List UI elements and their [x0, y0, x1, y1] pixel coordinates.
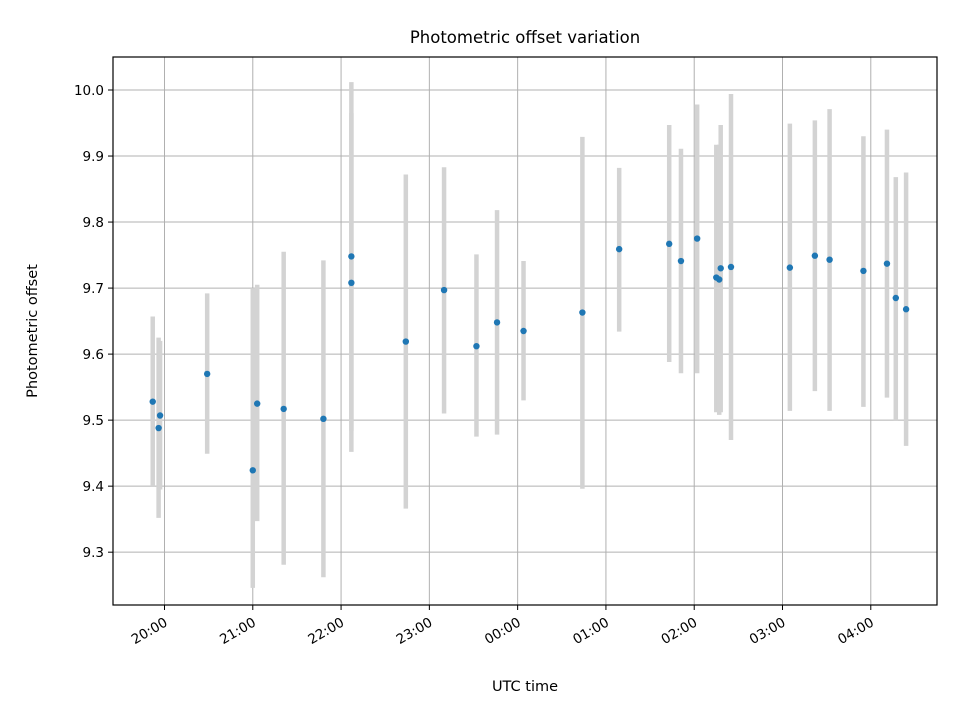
y-tick-label: 9.8 [83, 215, 104, 231]
data-point [320, 415, 327, 423]
data-point [860, 267, 867, 275]
data-point [727, 263, 735, 271]
data-point [280, 405, 287, 413]
data-point [786, 264, 794, 271]
data-point [440, 286, 448, 294]
data-point [615, 245, 623, 253]
data-point [249, 467, 256, 474]
data-point [149, 398, 156, 405]
data-point [493, 319, 501, 326]
data-point [520, 327, 527, 335]
chart-title: Photometric offset variation [410, 28, 640, 47]
y-tick-label: 9.6 [83, 347, 104, 363]
data-point [473, 342, 480, 350]
y-tick-label: 9.5 [83, 413, 104, 429]
data-point [203, 370, 211, 378]
data-point [254, 400, 261, 407]
data-point [892, 294, 899, 302]
data-point [717, 265, 724, 272]
data-points [149, 235, 910, 474]
data-point [348, 279, 355, 287]
data-point [826, 256, 833, 263]
y-axis-label: Photometric offset [25, 264, 41, 398]
y-tick-label: 9.3 [83, 545, 104, 561]
y-tick-label: 9.4 [83, 479, 104, 495]
data-point [156, 412, 164, 419]
data-point [883, 260, 891, 267]
data-point [693, 235, 701, 242]
data-point [348, 253, 355, 260]
data-point [579, 309, 586, 316]
y-tick-label: 10.0 [74, 83, 104, 99]
data-point [677, 257, 685, 265]
data-point [811, 252, 819, 259]
data-point [902, 306, 910, 313]
data-point [402, 338, 410, 345]
data-point [666, 240, 673, 248]
x-axis-label: UTC time [492, 679, 558, 695]
plot-frame [112, 56, 938, 606]
data-point [716, 276, 723, 283]
y-axis-ticks: 9.3 9.4 9.5 9.6 9.7 9.8 9.9 10.0 [74, 83, 113, 561]
y-tick-label: 9.9 [83, 149, 104, 165]
y-tick-label: 9.7 [83, 281, 104, 297]
data-point [155, 424, 162, 432]
